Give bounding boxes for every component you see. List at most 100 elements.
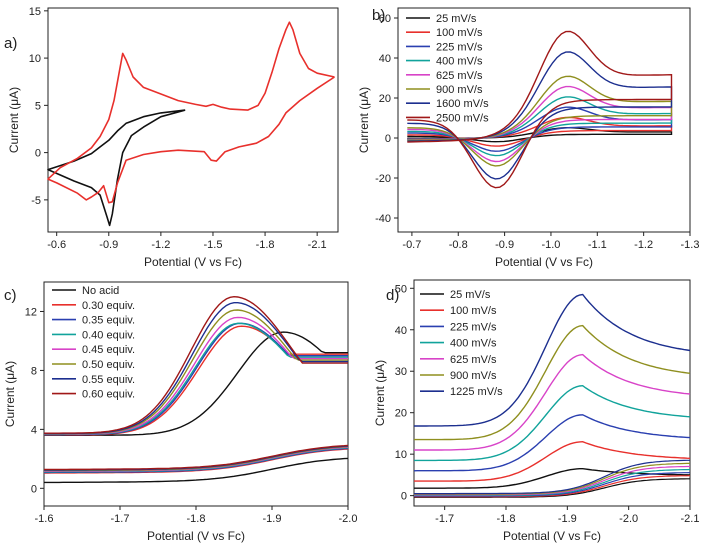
x-tick-label: -1.1 — [588, 239, 607, 251]
scan-rate-trace — [414, 353, 691, 451]
y-tick-label: 30 — [395, 366, 407, 378]
legend-entry: 225 mV/s — [436, 41, 483, 53]
y-tick-label: 40 — [379, 53, 391, 65]
scan-rate-trace — [414, 440, 691, 482]
x-axis-label: Potential (V vs Fc) — [147, 529, 245, 543]
y-tick-label: -5 — [31, 195, 41, 207]
cv-trace — [407, 30, 673, 189]
legend-entry: 900 mV/s — [450, 370, 497, 382]
scan-rate-return-trace — [414, 462, 690, 495]
x-tick-label: -0.8 — [449, 239, 468, 251]
x-tick-label: -2.1 — [308, 239, 327, 251]
plot-frame — [397, 7, 691, 233]
legend-entry: No acid — [82, 285, 119, 297]
x-tick-label: -1.2 — [151, 239, 170, 251]
x-tick-label: -1.9 — [263, 513, 282, 525]
y-tick-label: 20 — [395, 408, 407, 420]
titration-return-trace — [44, 444, 349, 471]
legend-entry: 25 mV/s — [450, 289, 491, 301]
plot-frame — [413, 279, 691, 507]
y-tick-label: 10 — [395, 449, 407, 461]
x-tick-label: -1.3 — [681, 239, 700, 251]
y-tick-label: -20 — [375, 173, 391, 185]
panel-c: -1.6 -1.7 -1.8 -1.9 -2.0 0 4 8 12 Potential (V vs… — [3, 281, 358, 543]
x-tick-label: -2.0 — [339, 513, 358, 525]
y-tick-label: 0 — [35, 148, 41, 160]
y-axis-label: Current (μA) — [373, 360, 387, 426]
x-tick-label: -1.9 — [558, 513, 577, 525]
x-axis-label: Potential (V vs Fc) — [495, 255, 593, 269]
legend-entry: 625 mV/s — [436, 70, 483, 82]
x-tick-label: -0.9 — [99, 239, 118, 251]
panel-label: d) — [386, 287, 399, 304]
y-tick-label: 10 — [29, 53, 41, 65]
y-tick-label: 8 — [31, 365, 37, 377]
panel-b: -0.7 -0.8 -0.9 -1.0 -1.1 -1.2 -1.3 -40 -20 0 20 40 6… — [357, 7, 699, 269]
y-tick-label: 40 — [395, 325, 407, 337]
legend-entry: 400 mV/s — [450, 338, 497, 350]
x-tick-label: -1.8 — [256, 239, 275, 251]
y-tick-label: 50 — [395, 283, 407, 295]
y-tick-label: 20 — [379, 93, 391, 105]
x-tick-label: -1.5 — [203, 239, 222, 251]
y-axis-label: Current (μA) — [7, 87, 21, 153]
panel-label: c) — [4, 287, 17, 304]
plot-frame — [47, 7, 339, 233]
titration-trace — [44, 295, 348, 434]
legend-entry: 225 mV/s — [450, 321, 497, 333]
x-tick-label: -1.2 — [634, 239, 653, 251]
y-tick-label: 0 — [401, 491, 407, 503]
legend-entry: 400 mV/s — [436, 56, 483, 68]
legend-entry: 900 mV/s — [436, 84, 483, 96]
y-tick-label: -40 — [375, 213, 391, 225]
x-tick-label: -2.1 — [681, 513, 700, 525]
y-tick-label: 5 — [35, 100, 41, 112]
y-axis-label: Current (μA) — [357, 87, 371, 153]
cv-trace — [47, 109, 186, 227]
legend-entry: 100 mV/s — [436, 27, 483, 39]
cv-trace — [407, 75, 673, 167]
x-tick-label: -1.6 — [35, 513, 54, 525]
y-tick-label: 0 — [385, 133, 391, 145]
x-axis-label: Potential (V vs Fc) — [144, 255, 242, 269]
scan-rate-trace — [413, 414, 691, 472]
scan-rate-trace — [414, 293, 691, 427]
panel-label: b) — [372, 7, 385, 24]
x-tick-label: -1.7 — [435, 513, 454, 525]
legend-entry: 100 mV/s — [450, 305, 497, 317]
y-tick-label: 12 — [25, 306, 37, 318]
x-tick-label: -0.9 — [495, 239, 514, 251]
legend-entry: 1225 mV/s — [450, 386, 503, 398]
panel-label: a) — [4, 35, 17, 52]
legend-entry: 0.50 equiv. — [82, 359, 135, 371]
panel-d: -1.7 -1.8 -1.9 -2.0 -2.1 0 10 20 30 40 50 Potential… — [373, 279, 700, 543]
legend-entry: 2500 mV/s — [436, 112, 489, 124]
panel-a: -0.6 -0.9 -1.2 -1.5 -1.8 -2.1 -5 0 5 10 15 Potentia… — [4, 6, 339, 269]
scan-rate-return-trace — [414, 459, 690, 495]
x-tick-label: -0.7 — [402, 239, 421, 251]
x-axis-label: Potential (V vs Fc) — [503, 529, 601, 543]
x-tick-label: -1.8 — [497, 513, 516, 525]
x-tick-label: -1.0 — [541, 239, 560, 251]
y-tick-label: 4 — [31, 424, 37, 436]
legend-entry: 0.55 equiv. — [82, 374, 135, 386]
scan-rate-return-trace — [414, 475, 691, 498]
legend-entry: 0.30 equiv. — [82, 300, 135, 312]
legend-entry: 0.40 equiv. — [82, 329, 135, 341]
cv-trace — [47, 21, 335, 204]
legend-entry: 625 mV/s — [450, 354, 497, 366]
x-tick-label: -0.6 — [47, 239, 66, 251]
x-tick-label: -1.8 — [187, 513, 206, 525]
x-tick-label: -2.0 — [619, 513, 638, 525]
scan-rate-trace — [414, 324, 691, 441]
legend-entry: 0.60 equiv. — [82, 389, 135, 401]
legend-entry: 1600 mV/s — [436, 98, 489, 110]
y-tick-label: 15 — [29, 6, 41, 18]
legend-entry: 0.45 equiv. — [82, 344, 135, 356]
scan-rate-trace — [414, 384, 691, 462]
y-axis-label: Current (μA) — [3, 361, 17, 427]
scan-rate-trace — [414, 468, 691, 489]
titration-return-trace — [44, 457, 349, 484]
legend-entry: 25 mV/s — [436, 13, 477, 25]
